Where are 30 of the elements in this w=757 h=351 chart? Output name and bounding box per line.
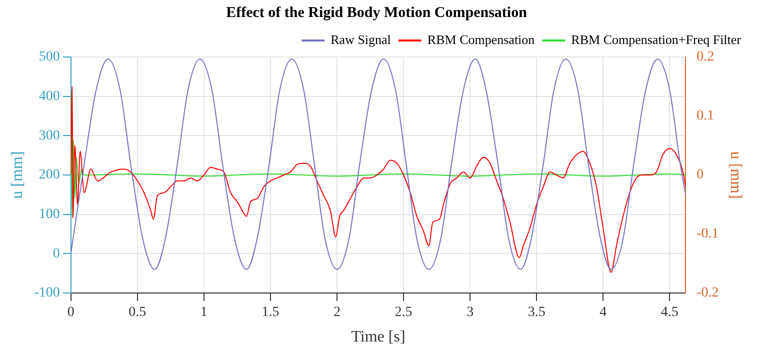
x-tick-label: 4 [600, 305, 607, 320]
x-tick-label: 4.5 [660, 305, 678, 320]
x-tick-label: 1.5 [262, 305, 280, 320]
y2-tick-label: 0.1 [696, 108, 714, 124]
chart-title: Effect of the Rigid Body Motion Compensation [226, 4, 528, 21]
y-tick-label: 0 [52, 246, 60, 262]
line-series [70, 92, 686, 217]
legend-label: RBM Compensation [427, 32, 536, 47]
x-tick-label: 0 [67, 305, 74, 320]
x-tick-label: 2.5 [394, 305, 412, 320]
y2-tick-label: -0.2 [696, 286, 719, 301]
x-tick-label: 3.5 [528, 305, 546, 320]
x-tick-label: 0.5 [128, 305, 146, 320]
x-tick-label: 2 [334, 305, 340, 320]
y2-tick-label: 0.2 [696, 50, 714, 65]
x-tick-label: 3 [466, 305, 474, 320]
y2-axis-title: u [mm] [727, 151, 744, 199]
legend-label: Raw Signal [330, 32, 392, 47]
y-tick-label: 300 [38, 128, 60, 144]
y-tick-label: 500 [38, 50, 60, 65]
y-tick-label: 200 [38, 168, 60, 183]
y2-tick-label: 0 [696, 168, 704, 183]
y-tick-label: 400 [38, 89, 60, 104]
y-axis-title: u [mm] [8, 151, 26, 199]
y2-tick-label: -0.1 [696, 226, 719, 242]
y-tick-label: -100 [34, 286, 60, 301]
x-axis-title: Time [s] [351, 328, 406, 346]
x-tick-label: 1 [200, 305, 208, 320]
legend-label: RBM Compensation+Freq Filter [571, 32, 742, 47]
y-tick-label: 100 [38, 207, 60, 222]
